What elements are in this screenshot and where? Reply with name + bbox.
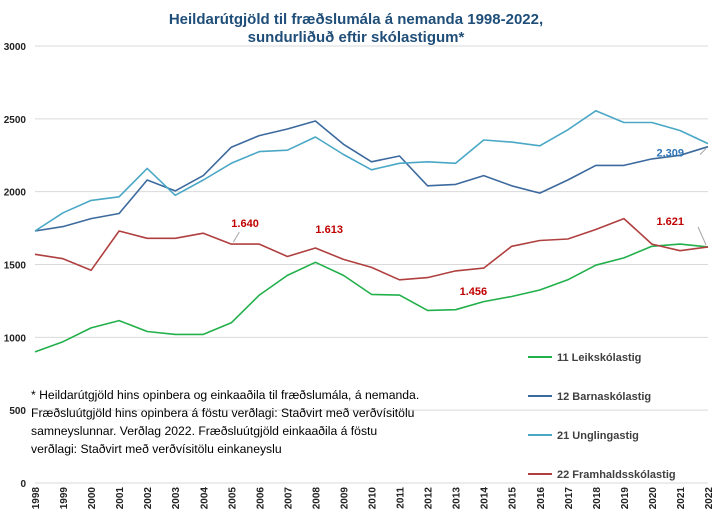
y-tick-label: 1500 <box>4 261 27 272</box>
y-axis-ticks: 0 500 1000 1500 2000 2500 3000 <box>4 42 27 490</box>
annotation-label: 1.613 <box>315 224 343 236</box>
y-tick-label: 0 <box>20 479 26 490</box>
y-tick-label: 500 <box>9 406 26 417</box>
data-annotations: 1.640 1.613 1.456 1.621 2.309 <box>231 148 707 298</box>
footnote: * Heildarútgjöld hins opinbera og einkaa… <box>31 388 420 456</box>
annotation-label: 1.621 <box>656 216 684 228</box>
x-tick-label: 2021 <box>676 487 687 510</box>
x-tick-label: 2010 <box>368 487 379 510</box>
x-tick-label: 2009 <box>339 487 350 510</box>
legend-label: 21 Unglingastig <box>557 430 639 442</box>
y-tick-label: 3000 <box>4 42 27 53</box>
annotation-leader <box>699 148 707 156</box>
x-tick-label: 2004 <box>199 487 210 510</box>
legend-label: 11 Leikskólastig <box>557 352 641 364</box>
x-tick-label: 2008 <box>311 487 322 510</box>
x-tick-label: 2006 <box>255 487 266 510</box>
x-tick-label: 2013 <box>452 487 463 510</box>
x-tick-label: 2002 <box>143 487 154 510</box>
x-tick-label: 2007 <box>283 487 294 510</box>
annotation-leader <box>232 231 240 243</box>
series-lines <box>34 110 709 353</box>
x-tick-label: 2016 <box>536 487 547 510</box>
x-tick-label: 2005 <box>227 487 238 510</box>
y-tick-label: 2500 <box>4 115 27 126</box>
x-tick-label: 2012 <box>424 487 435 510</box>
annotation-label: 2.309 <box>656 148 684 160</box>
x-tick-label: 2014 <box>480 487 491 510</box>
annotation-label: 1.640 <box>231 218 259 230</box>
annotation-leader <box>697 226 707 246</box>
x-tick-label: 1999 <box>59 487 70 510</box>
chart-title-line-2: sundurliðuð eftir skólastigum* <box>248 29 465 46</box>
x-tick-label: 2003 <box>171 487 182 510</box>
x-tick-label: 2000 <box>87 487 98 510</box>
x-tick-label: 2017 <box>564 487 575 510</box>
series-line-4 <box>34 217 709 281</box>
x-axis-ticks: 1998 1999 2000 2001 2002 2003 2004 2005 2006 2007… <box>31 487 713 510</box>
legend-label: 22 Framhaldsskólastig <box>557 469 676 481</box>
x-tick-label: 2020 <box>648 487 659 510</box>
y-tick-label: 2000 <box>4 188 27 199</box>
x-tick-label: 1998 <box>31 487 42 510</box>
gridlines <box>35 45 708 484</box>
legend-label: 12 Barnaskólastig <box>557 391 651 403</box>
x-tick-label: 2015 <box>508 487 519 510</box>
y-tick-label: 1000 <box>4 333 27 344</box>
x-tick-label: 2001 <box>115 487 126 510</box>
series-line-3 <box>34 110 709 232</box>
annotation-label: 1.456 <box>460 286 488 298</box>
series-line-2 <box>34 120 709 232</box>
x-tick-label: 2011 <box>396 487 407 509</box>
x-tick-label: 2019 <box>620 487 631 510</box>
chart-title-line-1: Heildarútgjöld til fræðslumála á nemanda… <box>169 11 543 28</box>
legend: 11 Leikskólastig 12 Barnaskólastig 21 Ungl… <box>528 352 676 481</box>
series-line-1 <box>34 243 709 353</box>
x-tick-label: 2018 <box>592 487 603 510</box>
x-tick-label: 2022 <box>704 487 713 510</box>
